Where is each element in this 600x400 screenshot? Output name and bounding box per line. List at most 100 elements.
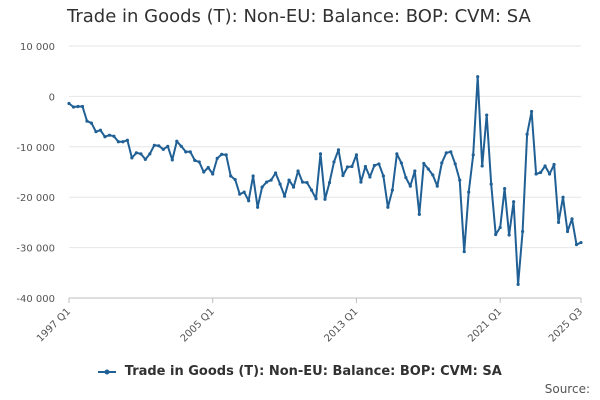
data-point[interactable] — [291, 185, 296, 189]
data-point[interactable] — [85, 119, 89, 123]
data-point[interactable] — [467, 190, 471, 194]
data-point[interactable] — [211, 172, 215, 176]
data-point[interactable] — [80, 104, 85, 109]
data-point[interactable] — [112, 134, 116, 138]
data-point[interactable] — [121, 140, 125, 144]
data-point[interactable] — [381, 174, 385, 178]
data-point[interactable] — [489, 182, 493, 186]
data-point[interactable] — [161, 147, 165, 151]
data-point[interactable] — [480, 164, 484, 168]
data-point[interactable] — [238, 192, 242, 196]
data-point[interactable] — [89, 121, 94, 125]
data-point[interactable] — [247, 199, 251, 203]
data-point[interactable] — [390, 188, 394, 192]
data-point[interactable] — [512, 200, 516, 204]
data-point[interactable] — [197, 160, 201, 164]
data-point[interactable] — [386, 205, 390, 209]
data-point[interactable] — [287, 178, 291, 182]
data-point[interactable] — [103, 135, 107, 139]
data-point[interactable] — [525, 132, 529, 136]
data-point[interactable] — [314, 197, 318, 201]
data-point[interactable] — [139, 152, 143, 156]
data-point[interactable] — [561, 195, 565, 199]
data-point[interactable] — [579, 240, 583, 245]
data-point[interactable] — [534, 172, 538, 176]
data-point[interactable] — [476, 75, 480, 79]
data-point[interactable] — [408, 184, 412, 188]
data-point[interactable] — [570, 217, 574, 221]
data-point[interactable] — [345, 165, 350, 169]
data-point[interactable] — [462, 250, 466, 254]
data-point[interactable] — [256, 205, 260, 209]
data-point[interactable] — [175, 139, 179, 143]
data-point[interactable] — [359, 180, 363, 184]
data-point[interactable] — [395, 152, 399, 156]
data-point[interactable] — [170, 158, 174, 162]
data-point[interactable] — [552, 162, 556, 167]
data-point[interactable] — [229, 174, 233, 178]
data-point[interactable] — [323, 197, 327, 201]
data-point[interactable] — [300, 180, 305, 184]
data-point[interactable] — [179, 144, 183, 148]
data-point[interactable] — [67, 101, 71, 106]
data-point[interactable] — [188, 150, 192, 154]
data-point[interactable] — [422, 161, 426, 166]
data-point[interactable] — [305, 180, 309, 185]
data-point[interactable] — [538, 170, 543, 175]
data-point[interactable] — [399, 161, 403, 165]
data-point[interactable] — [494, 232, 498, 237]
data-point[interactable] — [134, 151, 138, 155]
data-point[interactable] — [309, 188, 314, 192]
data-point[interactable] — [440, 161, 444, 165]
data-point[interactable] — [273, 171, 278, 175]
data-point[interactable] — [485, 113, 489, 117]
data-point[interactable] — [377, 162, 381, 166]
data-point[interactable] — [404, 175, 408, 180]
data-point[interactable] — [184, 150, 188, 154]
data-point[interactable] — [413, 169, 417, 173]
data-point[interactable] — [76, 104, 80, 109]
data-point[interactable] — [503, 187, 507, 191]
data-point[interactable] — [125, 138, 129, 142]
data-point[interactable] — [251, 174, 255, 178]
data-point[interactable] — [282, 194, 287, 198]
data-point[interactable] — [435, 184, 439, 188]
data-point[interactable] — [327, 180, 332, 185]
data-point[interactable] — [565, 229, 570, 234]
data-point[interactable] — [318, 152, 323, 156]
data-point[interactable] — [98, 128, 103, 132]
data-point[interactable] — [368, 175, 372, 179]
data-point[interactable] — [453, 162, 457, 166]
data-point[interactable] — [152, 143, 156, 147]
data-point[interactable] — [157, 144, 161, 148]
data-point[interactable] — [543, 164, 547, 168]
data-point[interactable] — [296, 169, 300, 173]
data-point[interactable] — [336, 148, 341, 152]
data-point[interactable] — [278, 182, 282, 186]
data-point[interactable] — [202, 170, 206, 174]
data-point[interactable] — [215, 156, 219, 160]
data-point[interactable] — [242, 190, 246, 194]
data-point[interactable] — [372, 163, 377, 168]
data-point[interactable] — [233, 177, 237, 182]
data-point[interactable] — [130, 156, 134, 160]
data-point[interactable] — [94, 130, 98, 134]
data-point[interactable] — [193, 158, 197, 163]
data-point[interactable] — [417, 212, 421, 216]
data-point[interactable] — [341, 173, 345, 178]
data-point[interactable] — [471, 153, 475, 157]
data-point[interactable] — [547, 172, 552, 176]
data-point[interactable] — [269, 178, 273, 182]
data-point[interactable] — [224, 153, 228, 157]
data-point[interactable] — [458, 178, 462, 182]
data-point[interactable] — [521, 229, 525, 234]
data-point[interactable] — [507, 233, 511, 237]
data-point[interactable] — [498, 225, 502, 230]
data-point[interactable] — [148, 152, 152, 156]
data-point[interactable] — [260, 185, 264, 189]
data-point[interactable] — [265, 180, 269, 184]
data-point[interactable] — [363, 164, 368, 169]
data-point[interactable] — [143, 157, 147, 161]
data-point[interactable] — [166, 144, 170, 148]
data-point[interactable] — [574, 242, 579, 247]
